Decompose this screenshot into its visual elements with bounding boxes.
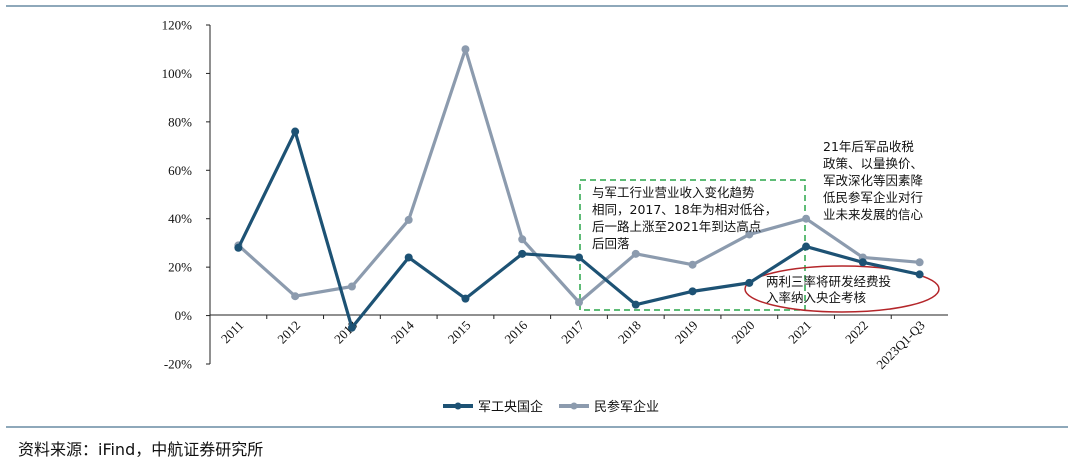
data-point-soe: [518, 249, 527, 258]
y-tick-label: 20%: [168, 260, 192, 275]
annotation-ellipse-line-2: 入率纳入央企考核: [766, 290, 867, 305]
y-tick-label: 0%: [175, 308, 193, 323]
data-point-private: [915, 258, 924, 267]
x-tick-label: 2023Q1-Q3: [873, 318, 928, 373]
y-tick-label: 120%: [162, 18, 193, 33]
annotation-top-right-line-3: 军改深化等因素降: [823, 173, 924, 188]
x-tick-label: 2018: [615, 318, 644, 347]
data-point-soe: [745, 278, 754, 287]
data-point-soe: [347, 323, 356, 332]
x-tick-label: 2021: [785, 318, 814, 347]
y-tick-label: 100%: [162, 66, 193, 81]
legend-label-private: 民参军企业: [594, 399, 659, 415]
data-point-soe: [631, 300, 640, 309]
series-layer: [234, 45, 924, 332]
annotation-box-line-3: 后一路上涨至2021年到达高点: [592, 219, 761, 234]
data-point-soe: [802, 242, 811, 251]
data-point-soe: [858, 258, 867, 267]
y-axis-ticks: -20% 0% 20% 40% 60% 80% 100% 120%: [162, 18, 210, 372]
legend-marker-private: [570, 402, 578, 410]
data-point-soe: [688, 287, 697, 296]
data-point-private: [575, 298, 583, 307]
legend-marker-soe: [454, 402, 462, 410]
annotation-box-line-2: 相同，2017、18年为相对低谷，: [592, 202, 777, 217]
x-tick-label: 2011: [218, 318, 247, 347]
data-point-private: [802, 214, 811, 223]
x-tick-label: 2017: [558, 317, 587, 346]
x-tick-label: 2020: [728, 318, 757, 347]
data-point-private: [745, 230, 754, 239]
y-tick-label: -20%: [164, 357, 192, 372]
series-line-private: [237, 47, 920, 304]
annotation-top-right-line-4: 低民参军企业对行: [823, 190, 923, 205]
annotation-top-right-line-5: 业未来发展的信心: [823, 207, 924, 222]
data-point-soe: [291, 127, 300, 136]
x-tick-label: 2022: [842, 318, 871, 347]
x-axis-ticks: 2011 2012 2013 2014 2015 2016 2017 2018 2019 2020…: [209, 315, 928, 373]
annotation-top-right-line-1: 21年后军品收税: [823, 139, 914, 154]
data-point-private: [291, 292, 300, 301]
data-point-soe: [234, 243, 243, 252]
data-point-private: [631, 249, 640, 258]
legend: 军工央国企 民参军企业: [443, 399, 659, 415]
annotation-ellipse-line-1: 两利三率将研发经费投: [766, 274, 891, 289]
annotation-box-line-1: 与军工行业营业收入变化趋势: [592, 185, 755, 200]
y-tick-label: 60%: [168, 163, 192, 178]
x-tick-label: 2015: [445, 318, 474, 347]
source-text: 资料来源：iFind，中航证券研究所: [18, 440, 263, 459]
annotation-ellipse-text: 两利三率将研发经费投 入率纳入央企考核: [766, 274, 895, 305]
y-tick-label: 40%: [168, 211, 192, 226]
annotation-top-right-line-2: 政策、以量换价、: [823, 156, 923, 171]
annotation-top-right-text: 21年后军品收税 政策、以量换价、 军改深化等因素降 低民参军企业对行 业未来发…: [823, 139, 927, 222]
annotation-ellipse: [744, 265, 940, 313]
data-point-private: [347, 282, 356, 291]
annotation-box-text: 与军工行业营业收入变化趋势 相同，2017、18年为相对低谷， 后一路上涨至20…: [592, 185, 781, 251]
y-tick-label: 80%: [168, 114, 192, 129]
x-tick-label: 2016: [501, 317, 530, 346]
data-point-soe: [461, 294, 470, 303]
data-point-private: [461, 45, 470, 54]
x-tick-label: 2014: [388, 317, 417, 346]
data-point-private: [518, 235, 527, 244]
annotation-box-line-4: 后回落: [592, 236, 630, 251]
data-point-private: [404, 215, 413, 224]
x-tick-label: 2019: [672, 318, 701, 347]
data-point-soe: [915, 270, 924, 279]
legend-label-soe: 军工央国企: [478, 399, 543, 415]
x-tick-label: 2012: [274, 318, 303, 347]
data-point-private: [688, 260, 697, 269]
data-point-soe: [575, 253, 583, 262]
data-point-soe: [404, 253, 413, 262]
